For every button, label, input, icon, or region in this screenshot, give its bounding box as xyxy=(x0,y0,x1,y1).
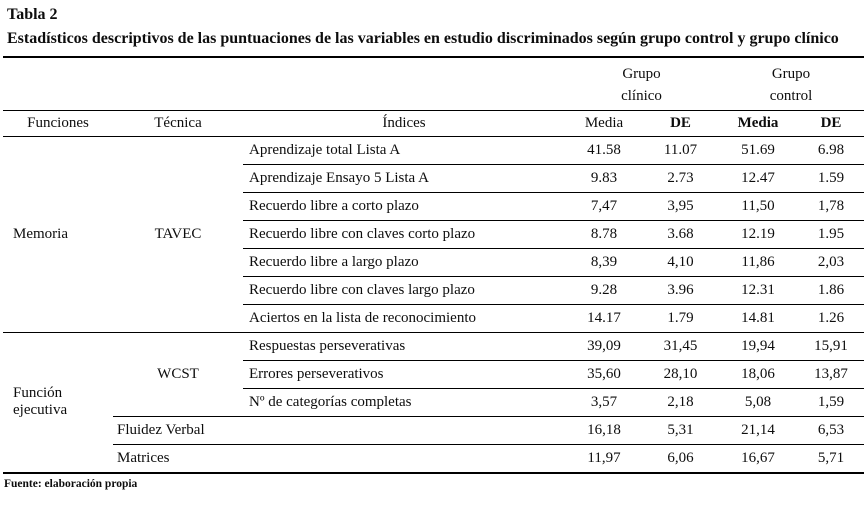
group-control-line1: Grupo xyxy=(771,66,811,82)
title-block: Tabla 2 Estadísticos descriptivos de las… xyxy=(3,4,864,51)
column-header-media-control: Media xyxy=(718,110,799,137)
de-clinico-value: 1.79 xyxy=(643,304,719,333)
table-row: Aciertos en la lista de reconocimiento 1… xyxy=(3,304,865,333)
indice-label: Aprendizaje total Lista A xyxy=(243,136,565,165)
tecnica-cell-fluidez-verbal: Fluidez Verbal xyxy=(113,416,565,445)
media-clinico-value: 3,57 xyxy=(565,388,643,417)
indice-label: Nº de categorías completas xyxy=(243,388,565,417)
media-clinico-value: 9.83 xyxy=(565,164,643,193)
media-control-value: 12.31 xyxy=(718,276,799,305)
indice-label: Recuerdo libre a corto plazo xyxy=(243,192,565,221)
de-clinico-value: 28,10 xyxy=(643,360,719,389)
media-clinico-value: 14.17 xyxy=(565,304,643,333)
table-row: Función ejecutiva WCST Respuestas persev… xyxy=(3,332,865,418)
table-row: Recuerdo libre con claves largo plazo 9.… xyxy=(3,276,865,305)
table-row: Matrices 11,97 6,06 16,67 5,71 xyxy=(3,445,864,473)
de-control-value: 1,78 xyxy=(798,192,865,221)
table-row: Fluidez Verbal 16,18 5,31 21,14 6,53 xyxy=(3,416,865,445)
indice-label: Recuerdo libre con claves largo plazo xyxy=(243,276,565,305)
media-control-value: 12.19 xyxy=(718,220,799,249)
tecnica-cell-tavec: TAVEC xyxy=(113,136,243,333)
table-row: Recuerdo libre con claves corto plazo 8.… xyxy=(3,220,865,249)
indice-label: Recuerdo libre a largo plazo xyxy=(243,248,565,277)
media-control-value: 14.81 xyxy=(718,304,799,333)
media-clinico-value: 8,39 xyxy=(565,248,643,277)
de-clinico-value: 2.73 xyxy=(643,164,719,193)
column-header-media-clinico: Media xyxy=(565,110,643,137)
media-control-value: 11,86 xyxy=(718,248,799,277)
column-header-indices: Índices xyxy=(243,110,565,137)
group-clinico-line1: Grupo xyxy=(622,66,661,82)
table-number-label: Tabla 2 xyxy=(7,6,58,23)
source-note: Fuente: elaboración propia xyxy=(4,477,138,490)
de-control-value: 6.98 xyxy=(798,136,865,165)
de-clinico-value: 5,31 xyxy=(643,416,719,445)
de-control-value: 15,91 xyxy=(798,332,865,361)
media-clinico-value: 41.58 xyxy=(565,136,643,165)
table-caption: Estadísticos descriptivos de las puntuac… xyxy=(7,30,839,47)
group-header-row: Grupo clínico Grupo control xyxy=(3,57,865,111)
indice-label: Aciertos en la lista de reconocimiento xyxy=(243,304,565,333)
de-control-value: 6,53 xyxy=(798,416,865,445)
column-header-tecnica: Técnica xyxy=(113,110,243,137)
group-header-control: Grupo control xyxy=(718,57,865,111)
de-clinico-value: 11.07 xyxy=(643,136,719,165)
media-control-value: 11,50 xyxy=(718,192,799,221)
media-control-value: 12.47 xyxy=(718,164,799,193)
de-clinico-value: 4,10 xyxy=(643,248,719,277)
de-clinico-value: 3.96 xyxy=(643,276,719,305)
column-header-funciones: Funciones xyxy=(3,110,113,137)
media-clinico-value: 11,97 xyxy=(587,449,621,466)
funcion-cell-ejecutiva: Función ejecutiva xyxy=(13,385,68,419)
de-control-value: 13,87 xyxy=(798,360,865,389)
de-control-value: 1,59 xyxy=(798,388,865,417)
descriptive-statistics-table: Grupo clínico Grupo control Funciones Té… xyxy=(3,56,865,474)
funcion-cell-memoria: Memoria xyxy=(3,136,113,333)
table-row: Recuerdo libre a corto plazo 7,47 3,95 1… xyxy=(3,192,865,221)
table-row: Recuerdo libre a largo plazo 8,39 4,10 1… xyxy=(3,248,865,277)
de-clinico-value: 2,18 xyxy=(643,388,719,417)
de-control-value: 1.26 xyxy=(798,304,865,333)
de-clinico-value: 3,95 xyxy=(643,192,719,221)
media-clinico-value: 7,47 xyxy=(565,192,643,221)
media-clinico-value: 9.28 xyxy=(565,276,643,305)
group-header-clinico: Grupo clínico xyxy=(565,57,719,111)
media-control-value: 19,94 xyxy=(718,332,799,361)
de-control-value: 2,03 xyxy=(798,248,865,277)
table-row: Memoria TAVEC Aprendizaje total Lista A … xyxy=(3,136,865,333)
table-row: Aprendizaje Ensayo 5 Lista A 9.83 2.73 1… xyxy=(3,164,865,193)
media-control-value: 51.69 xyxy=(718,136,799,165)
indice-label: Aprendizaje Ensayo 5 Lista A xyxy=(243,164,565,193)
column-header-de-clinico: DE xyxy=(643,110,719,137)
media-clinico-value: 39,09 xyxy=(565,332,643,361)
tecnica-cell-wcst: WCST xyxy=(113,332,243,417)
tecnica-cell-matrices: Matrices xyxy=(117,449,170,466)
de-control-value: 1.59 xyxy=(798,164,865,193)
group-control-line2: control xyxy=(769,88,813,104)
media-clinico-value: 8.78 xyxy=(565,220,643,249)
column-header-row: Funciones Técnica Índices Media DE Media… xyxy=(3,110,865,137)
media-clinico-value: 35,60 xyxy=(565,360,643,389)
media-control-value: 16,67 xyxy=(741,449,775,466)
header-spacer xyxy=(3,57,565,111)
indice-label: Errores perseverativos xyxy=(243,360,565,389)
indice-label: Respuestas perseverativas xyxy=(243,332,565,361)
de-control-value: 5,71 xyxy=(817,449,845,466)
de-control-value: 1.95 xyxy=(798,220,865,249)
media-control-value: 18,06 xyxy=(718,360,799,389)
media-control-value: 5,08 xyxy=(718,388,799,417)
indice-label: Recuerdo libre con claves corto plazo xyxy=(243,220,565,249)
group-clinico-line2: clínico xyxy=(621,88,662,104)
table-row: Nº de categorías completas 3,57 2,18 5,0… xyxy=(3,388,865,417)
de-clinico-value: 6,06 xyxy=(667,449,694,466)
table-row: Errores perseverativos 35,60 28,10 18,06… xyxy=(3,360,865,389)
media-control-value: 21,14 xyxy=(718,416,799,445)
de-clinico-value: 3.68 xyxy=(643,220,719,249)
media-clinico-value: 16,18 xyxy=(565,416,643,445)
de-clinico-value: 31,45 xyxy=(643,332,719,361)
column-header-de-control: DE xyxy=(798,110,865,137)
de-control-value: 1.86 xyxy=(798,276,865,305)
